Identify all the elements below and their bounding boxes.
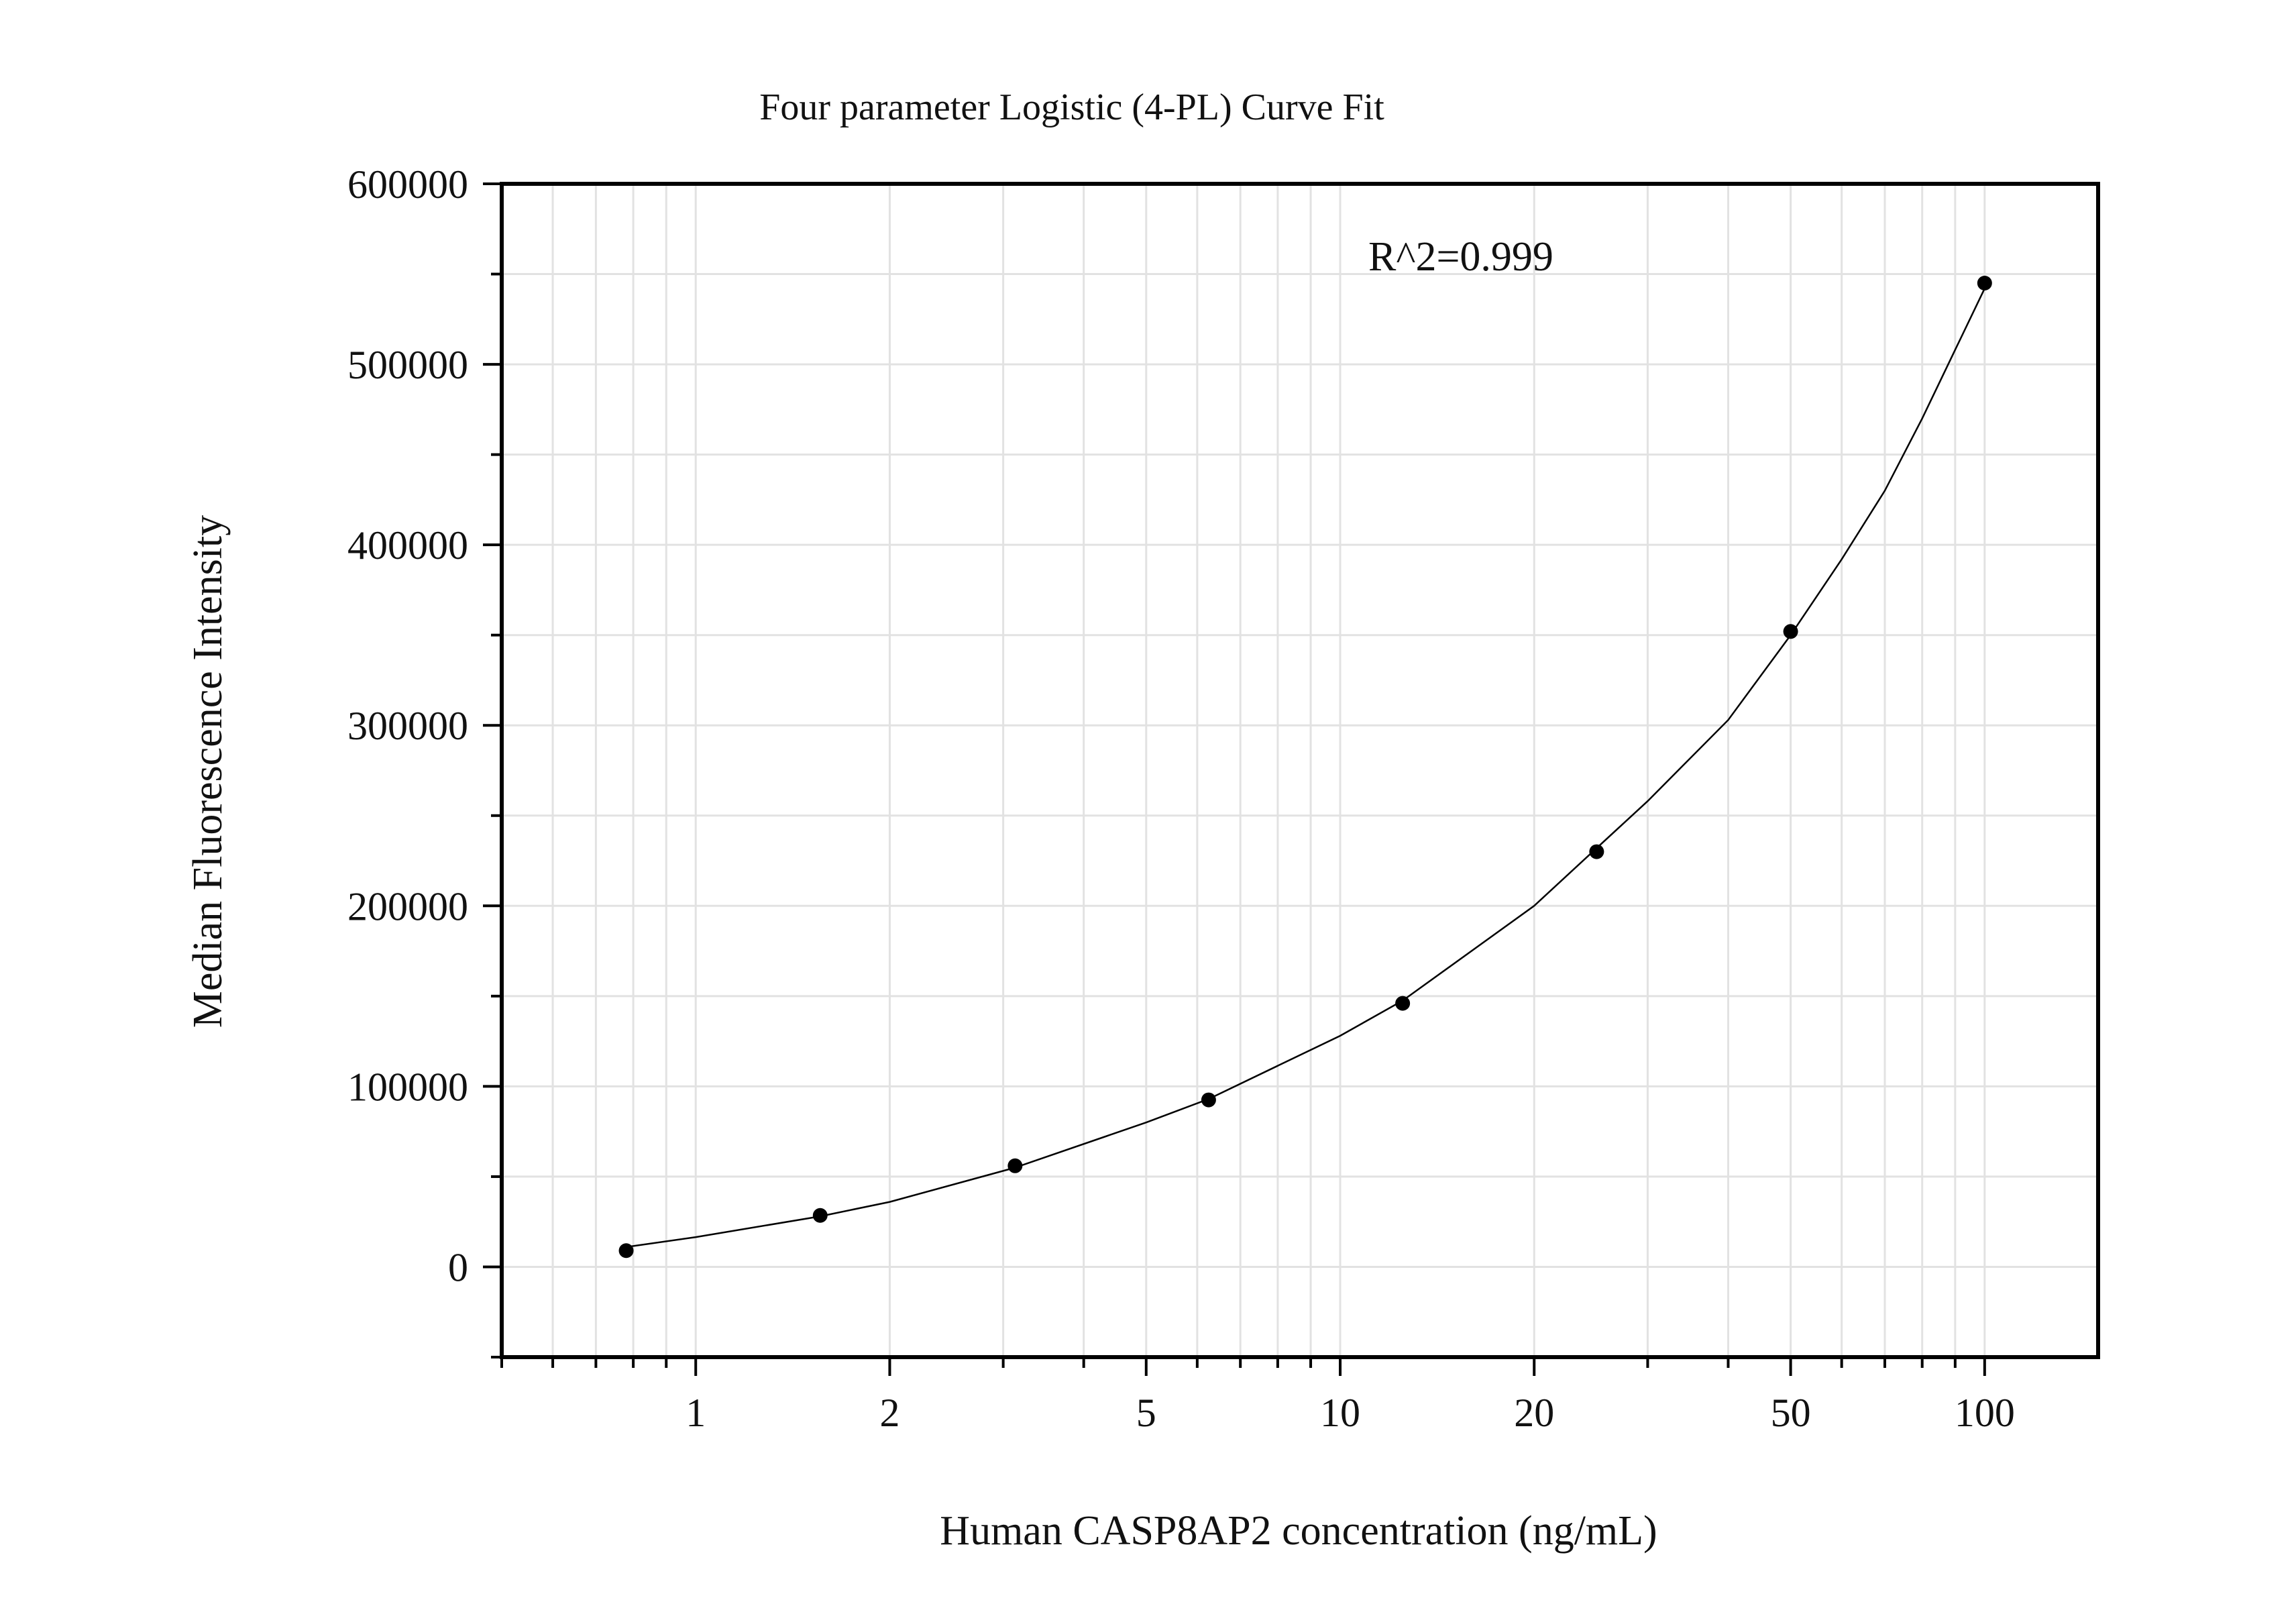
plot-frame-layer	[500, 182, 2100, 1359]
x-axis-label: Human CASP8AP2 concentration (ng/mL)	[940, 1508, 1657, 1554]
x-tick-label: 1	[686, 1391, 706, 1435]
data-point	[1977, 275, 1992, 290]
data-point	[1395, 996, 1411, 1011]
y-tick-labels: 0 100000 200000 300000 400000 500000 600000	[347, 162, 468, 1289]
y-axis-label: Median Fluorescence Intensity	[185, 515, 231, 1028]
x-tick-label: 100	[1955, 1391, 2015, 1435]
y-tick-label: 500000	[347, 343, 468, 387]
x-tick-label: 5	[1136, 1391, 1156, 1435]
x-tick-label: 50	[1771, 1391, 1811, 1435]
y-tick-label: 200000	[347, 884, 468, 928]
y-tick-label: 300000	[347, 704, 468, 748]
r-squared-annotation: R^2=0.999	[1368, 234, 1553, 280]
tick-marks-layer	[483, 182, 1986, 1376]
fit-curve-layer	[626, 288, 1985, 1248]
x-tick-label: 2	[879, 1391, 899, 1435]
data-point	[1783, 624, 1798, 639]
x-tick-label: 10	[1320, 1391, 1360, 1435]
fit-curve	[626, 288, 1985, 1248]
data-point	[812, 1208, 828, 1223]
plot-frame	[500, 182, 2100, 1359]
x-tick-label: 20	[1514, 1391, 1554, 1435]
data-point	[1201, 1092, 1216, 1108]
y-tick-label: 400000	[347, 523, 468, 568]
y-tick-label: 600000	[347, 162, 468, 207]
chart-title: Four parameter Logistic (4-PL) Curve Fit	[759, 87, 1384, 128]
data-point	[1589, 844, 1604, 859]
y-tick-label: 100000	[347, 1065, 468, 1109]
grid	[500, 184, 2098, 1357]
x-tick-labels: 1 2 5 10 20 50 100	[686, 1391, 2015, 1435]
data-point	[618, 1243, 634, 1259]
y-tick-label: 0	[448, 1245, 468, 1289]
data-points-layer	[618, 275, 1992, 1259]
data-point	[1007, 1158, 1023, 1173]
